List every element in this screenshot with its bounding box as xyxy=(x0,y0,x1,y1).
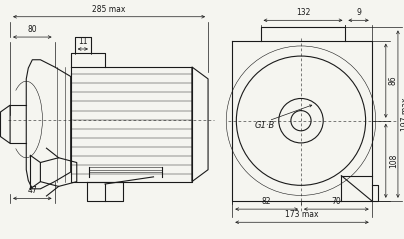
Text: 82: 82 xyxy=(262,197,271,206)
Text: 132: 132 xyxy=(296,8,310,17)
Text: 47: 47 xyxy=(27,186,37,195)
Text: 197 max: 197 max xyxy=(401,97,404,131)
Text: 80: 80 xyxy=(27,25,37,34)
Text: G1·B: G1·B xyxy=(255,121,275,130)
Text: 9: 9 xyxy=(356,8,361,17)
Text: 108: 108 xyxy=(389,153,398,168)
Text: 173 max: 173 max xyxy=(285,210,319,219)
Text: 285 max: 285 max xyxy=(93,5,126,14)
Text: 86: 86 xyxy=(389,76,398,86)
Text: 11: 11 xyxy=(78,37,88,46)
Text: 70: 70 xyxy=(331,197,341,206)
